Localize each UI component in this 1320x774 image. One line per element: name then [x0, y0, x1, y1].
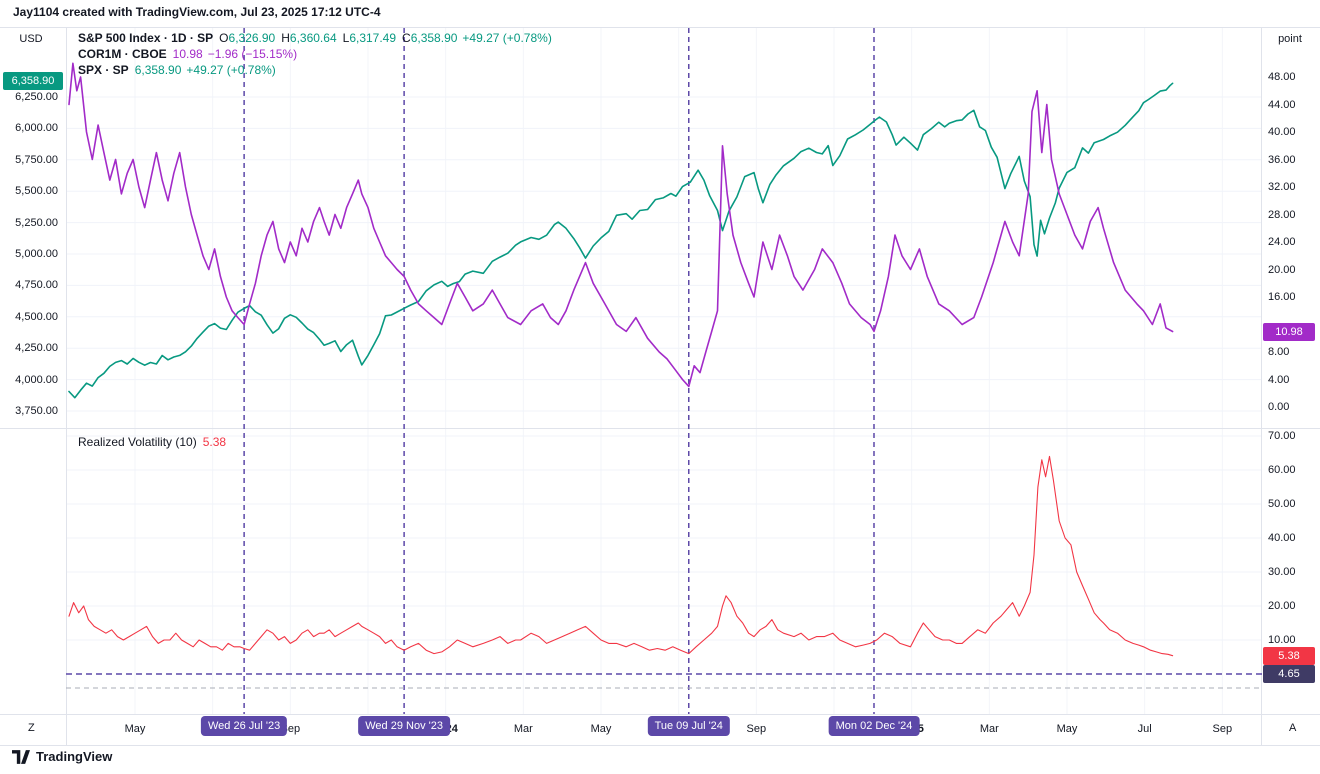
cor1m-change: −1.96 (−15.15%): [207, 47, 298, 61]
series-title-realized-volatility: Realized Volatility (10): [78, 435, 197, 449]
ohlc-low-value: 6,317.49: [349, 31, 397, 45]
tradingview-brand-text: TradingView: [36, 749, 113, 764]
legend-lower-pane: Realized Volatility (10) 5.38: [78, 434, 226, 450]
realized-volatility-value: 5.38: [202, 435, 227, 449]
series-title-cor1m: COR1M · CBOE: [78, 47, 167, 61]
left-axis-unit-label[interactable]: USD: [19, 33, 43, 45]
ohlc-close-label: C: [402, 31, 411, 45]
series-title-spx: SPX · SP: [78, 63, 129, 77]
ohlc-high-label: H: [281, 31, 290, 45]
series-title-sp500: S&P 500 Index · 1D · SP: [78, 31, 214, 45]
spx-change: +49.27 (+0.78%): [186, 63, 276, 77]
time-axis-left-button[interactable]: Z: [28, 722, 35, 734]
spx-line-series[interactable]: [68, 82, 1174, 399]
ohlc-open-value: 6,326.90: [228, 31, 276, 45]
rv-line-series[interactable]: [68, 455, 1174, 657]
tradingview-logo[interactable]: TradingView: [12, 749, 112, 764]
right-axis-unit-label[interactable]: point: [1278, 33, 1302, 45]
ohlc-close-value: 6,358.90: [410, 31, 458, 45]
legend-row-spx[interactable]: SPX · SP 6,358.90 +49.27 (+0.78%): [78, 62, 552, 78]
tradingview-logo-mark-icon: [12, 749, 30, 764]
legend-row-realized-volatility[interactable]: Realized Volatility (10) 5.38: [78, 434, 226, 450]
cor1m-line-series[interactable]: [68, 62, 1174, 388]
legend-row-cor1m[interactable]: COR1M · CBOE 10.98 −1.96 (−15.15%): [78, 46, 552, 62]
attribution-text: Jay1104 created with TradingView.com, Ju…: [13, 5, 381, 19]
ohlc-high-value: 6,360.64: [289, 31, 337, 45]
ohlc-open-label: O: [219, 31, 229, 45]
spx-value: 6,358.90: [134, 63, 182, 77]
cor1m-value: 10.98: [172, 47, 203, 61]
time-axis-right-button[interactable]: A: [1289, 722, 1297, 734]
sp500-change: +49.27 (+0.78%): [462, 31, 552, 45]
legend-main-pane: S&P 500 Index · 1D · SP O6,326.90 H6,360.6…: [78, 30, 552, 78]
ohlc-low-label: L: [342, 31, 350, 45]
legend-row-sp500[interactable]: S&P 500 Index · 1D · SP O6,326.90 H6,360.6…: [78, 30, 552, 46]
